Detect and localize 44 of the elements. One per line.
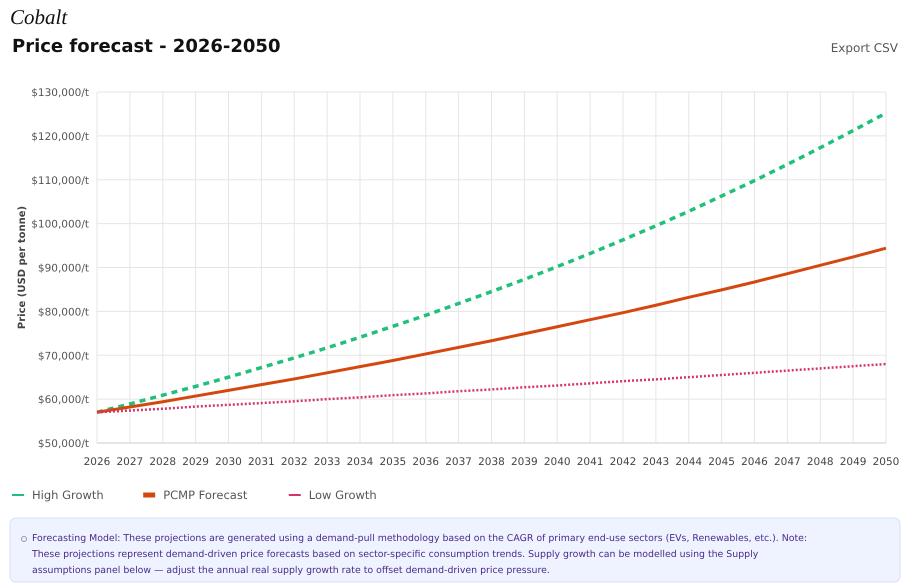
y-tick-label: $60,000/t	[38, 394, 89, 406]
x-tick-label: 2032	[280, 456, 308, 468]
x-tick-label: 2048	[806, 456, 834, 468]
x-tick-label: 2029	[182, 456, 209, 468]
y-tick-label: $120,000/t	[31, 130, 89, 143]
x-tick-label: 2039	[511, 456, 538, 468]
x-tick-label: 2034	[346, 456, 374, 468]
y-tick-label: $50,000/t	[38, 438, 89, 450]
x-tick-label: 2037	[445, 456, 472, 468]
x-tick-label: 2030	[215, 456, 242, 468]
y-tick-label: $80,000/t	[38, 306, 89, 318]
y-tick-label: $100,000/t	[31, 218, 89, 231]
x-tick-label: 2033	[314, 456, 340, 468]
x-tick-label: 2035	[380, 456, 406, 468]
x-tick-label: 2043	[642, 456, 670, 468]
text: Export CSV	[830, 41, 899, 55]
x-tick-label: 2026	[84, 456, 111, 468]
x-tick-label: 2050	[872, 456, 900, 468]
x-tick-label: 2031	[248, 456, 275, 468]
chart-subtitle: Price forecast - 2026-2050	[12, 36, 280, 57]
legend-label: PCMP Forecast	[163, 488, 248, 502]
x-tick-label: 2036	[412, 456, 440, 468]
x-tick-label: 2028	[149, 456, 176, 468]
text: Forecasting Model: These projections are generated using a demand-pull methodology based on the CAGR of primary end-use sectors (EVs, Renewables, etc.). Note: These projections represent demand-driven price forecasts based on sector-specific consumption trends. Supply growth can be modelled using the Supply assumptions panel below — adjust the annual real supply growth rate to offset demand-driven price pressure.	[31, 533, 808, 576]
x-tick-label: 2045	[708, 456, 735, 468]
legend-label: High Growth	[32, 488, 104, 502]
line-series	[96, 246, 888, 414]
x-tick-label: 2046	[741, 456, 768, 468]
legend-label: Low Growth	[308, 488, 377, 502]
line-series	[96, 362, 888, 414]
x-tick-label: 2044	[675, 456, 702, 468]
y-tick-label: $90,000/t	[38, 262, 89, 274]
y-tick-label: $70,000/t	[38, 350, 89, 362]
y-axis-title: Price (USD per tonne)	[17, 206, 28, 330]
x-tick-label: 2027	[116, 456, 144, 468]
x-tick-label: 2041	[576, 456, 604, 468]
y-tick-label: $110,000/t	[31, 174, 89, 187]
y-tick-label: $130,000/t	[31, 87, 89, 99]
x-tick-label: 2038	[478, 456, 505, 468]
x-tick-label: 2049	[840, 456, 866, 468]
x-tick-label: 2047	[774, 456, 801, 468]
chart-title: Cobalt	[10, 5, 68, 29]
x-tick-label: 2042	[610, 456, 636, 468]
x-tick-label: 2040	[544, 456, 571, 468]
